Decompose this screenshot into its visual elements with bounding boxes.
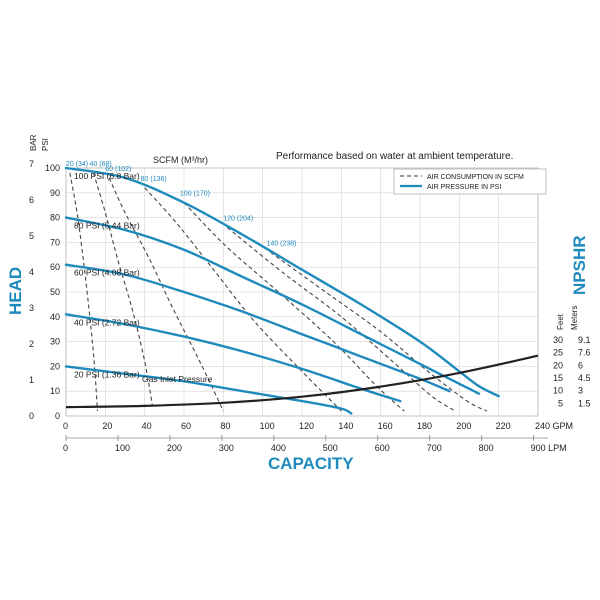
x-tick-label-gpm: 20 xyxy=(102,421,112,431)
x-tick-label-gpm: 40 xyxy=(142,421,152,431)
x-tick-label-lpm: 0 xyxy=(63,443,68,453)
y2-tick-label-meters: 6 xyxy=(578,360,583,370)
x-tick-label-lpm: 100 xyxy=(115,443,130,453)
air-consumption-line xyxy=(69,172,99,412)
y2-tick-label-feet: 20 xyxy=(553,360,563,370)
x-tick-label-lpm: 900 LPM xyxy=(531,443,567,453)
legend-air-pressure: AIR PRESSURE IN PSI xyxy=(427,184,501,191)
gas-inlet-note: Gas Inlet Pressure xyxy=(142,374,213,384)
air-consumption-label: 60 (102) xyxy=(105,166,131,173)
x-tick-label-gpm: 60 xyxy=(181,421,191,431)
y-tick-label-bar: 0 xyxy=(29,411,34,421)
air-consumption-label: 40 (68) xyxy=(90,161,112,168)
x-axis-title: CAPACITY xyxy=(268,454,354,473)
air-consumption-label: 100 (170) xyxy=(180,191,210,198)
pressure-curves xyxy=(64,166,500,415)
air-consumption-line xyxy=(92,172,154,407)
y2-tick-label-meters: 9.1 xyxy=(578,335,591,345)
air-units-label: SCFM (M³/hr) xyxy=(153,155,208,165)
x-tick-label-lpm: 800 xyxy=(479,443,494,453)
air-consumption-line xyxy=(108,177,224,412)
y-tick-label-psi: 40 xyxy=(50,312,60,322)
y-axis-title: HEAD xyxy=(6,267,25,315)
pressure-curve xyxy=(64,216,481,395)
y2-units-feet: Feet xyxy=(556,313,565,330)
y-tick-label-bar: 5 xyxy=(29,231,34,241)
pressure-curve-label: 100 PSI (6.8 Bar) xyxy=(74,171,140,181)
air-consumption-label: 120 (204) xyxy=(223,216,253,223)
y2-tick-label-meters: 3 xyxy=(578,386,583,396)
air-consumption-label: 20 (34) xyxy=(66,161,88,168)
y-tick-label-bar: 4 xyxy=(29,267,34,277)
y-tick-label-psi: 80 xyxy=(50,213,60,223)
y2-tick-label-feet: 15 xyxy=(553,373,563,383)
pressure-curve xyxy=(64,166,500,398)
y-tick-label-psi: 0 xyxy=(55,411,60,421)
y-units-psi: PSI xyxy=(41,138,50,151)
x-tick-label-lpm: 500 xyxy=(323,443,338,453)
y-tick-label-psi: 60 xyxy=(50,262,60,272)
npshr-curve xyxy=(65,354,539,409)
y2-tick-label-meters: 1.5 xyxy=(578,398,591,408)
y2-axis-title: NPSHR xyxy=(570,235,589,295)
x-tick-label-lpm: 700 xyxy=(427,443,442,453)
pressure-curve-label: 40 PSI (2.72 Bar) xyxy=(74,317,140,327)
x-tick-label-gpm: 180 xyxy=(417,421,432,431)
y-tick-label-psi: 90 xyxy=(50,188,60,198)
y-tick-label-psi: 70 xyxy=(50,237,60,247)
y-tick-label-psi: 100 xyxy=(45,163,60,173)
pressure-curve-label: 80 PSI (5.44 Bar) xyxy=(74,221,140,231)
curve-labels: 20 (34) 40 (68)60 (102) 80 (136) 100 (170) 1… xyxy=(66,161,297,379)
legend-air-consumption: AIR CONSUMPTION IN SCFM xyxy=(427,174,524,181)
legend: AIR CONSUMPTION IN SCFM AIR PRESSURE IN … xyxy=(393,168,547,195)
x-tick-label-gpm: 240 GPM xyxy=(535,421,573,431)
chart-title: Performance based on water at ambient te… xyxy=(276,151,513,162)
pressure-curve xyxy=(64,263,451,393)
tick-labels: 0 20 40 60 80 100 120 140 160 180 200 220 240 GPM010… xyxy=(29,159,591,453)
x-tick-label-lpm: 200 xyxy=(167,443,182,453)
pressure-curve-label: 60 PSI (4.08 Bar) xyxy=(74,268,140,278)
y2-tick-label-feet: 25 xyxy=(553,348,563,358)
y2-tick-label-feet: 5 xyxy=(558,398,563,408)
y2-tick-label-feet: 30 xyxy=(553,335,563,345)
y-tick-label-bar: 3 xyxy=(29,303,34,313)
air-consumption-label: 140 (238) xyxy=(267,240,297,247)
x-tick-label-gpm: 120 xyxy=(299,421,314,431)
y2-units-meters: Meters xyxy=(570,306,579,330)
x-tick-label-gpm: 220 xyxy=(496,421,511,431)
y-tick-label-bar: 1 xyxy=(29,375,34,385)
x-tick-label-gpm: 80 xyxy=(220,421,230,431)
legend-box xyxy=(393,168,547,195)
npshr-line xyxy=(65,354,539,409)
y2-tick-label-meters: 4.5 xyxy=(578,373,591,383)
y-tick-label-bar: 7 xyxy=(29,159,34,169)
air-consumption-line xyxy=(144,187,342,412)
x-tick-label-lpm: 400 xyxy=(271,443,286,453)
x-tick-label-gpm: 0 xyxy=(63,421,68,431)
air-consumption-line xyxy=(226,227,456,412)
x-tick-label-gpm: 200 xyxy=(456,421,471,431)
y-units-bar: BAR xyxy=(29,134,38,151)
y2-tick-label-meters: 7.6 xyxy=(578,348,591,358)
x-tick-label-gpm: 140 xyxy=(338,421,353,431)
pressure-curve-label: 20 PSI (1.36 Bar) xyxy=(74,369,140,379)
x-tick-label-lpm: 600 xyxy=(375,443,390,453)
x-tick-label-lpm: 300 xyxy=(219,443,234,453)
x-tick-label-gpm: 100 xyxy=(260,421,275,431)
air-consumption-line xyxy=(270,251,488,412)
plot-frame xyxy=(65,167,539,417)
air-consumption-label: 80 (136) xyxy=(141,176,167,183)
y-tick-label-psi: 20 xyxy=(50,361,60,371)
y-tick-label-bar: 6 xyxy=(29,195,34,205)
air-consumption-line xyxy=(183,202,405,412)
y-tick-label-psi: 10 xyxy=(50,386,60,396)
y2-tick-label-feet: 10 xyxy=(553,386,563,396)
y-tick-label-psi: 50 xyxy=(50,287,60,297)
y-tick-label-bar: 2 xyxy=(29,339,34,349)
pressure-curve xyxy=(64,365,353,415)
x-tick-label-gpm: 160 xyxy=(378,421,393,431)
y-tick-label-psi: 30 xyxy=(50,337,60,347)
